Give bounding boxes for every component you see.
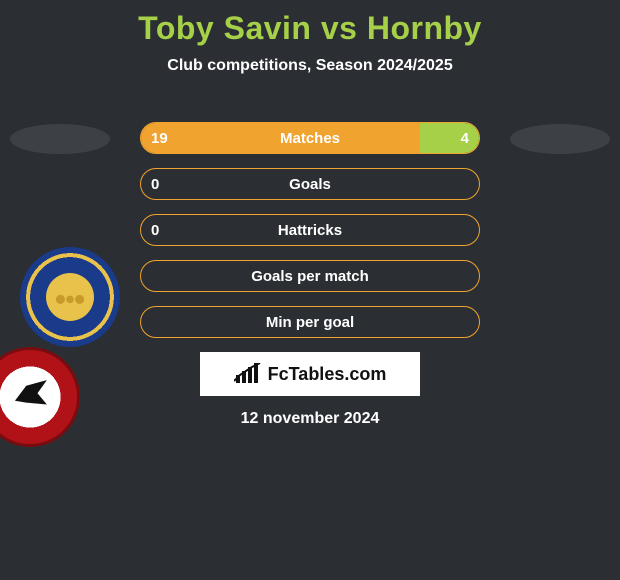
date-text: 12 november 2024 <box>0 410 620 428</box>
stat-label: Min per goal <box>141 307 479 337</box>
branding-box: FcTables.com <box>200 352 420 396</box>
stat-row: 0Hattricks <box>140 214 480 246</box>
stat-row: 0Goals <box>140 168 480 200</box>
bar-chart-icon <box>234 363 262 385</box>
comparison-card: Toby Savin vs Hornby Club competitions, … <box>0 0 620 580</box>
stat-row: Goals per match <box>140 260 480 292</box>
subtitle: Club competitions, Season 2024/2025 <box>0 57 620 75</box>
player-photo-placeholder-right <box>510 124 610 154</box>
stat-label: Hattricks <box>141 215 479 245</box>
club-crest-left <box>20 247 120 347</box>
club-crest-right <box>0 347 80 447</box>
page-title: Toby Savin vs Hornby <box>0 0 620 47</box>
stat-label: Matches <box>141 123 479 153</box>
branding-text: FcTables.com <box>268 364 387 385</box>
stat-row: 194Matches <box>140 122 480 154</box>
stat-label: Goals per match <box>141 261 479 291</box>
stat-rows: 194Matches 0Goals 0Hattricks Goals per matc… <box>140 122 480 352</box>
stat-label: Goals <box>141 169 479 199</box>
stat-row: Min per goal <box>140 306 480 338</box>
player-photo-placeholder-left <box>10 124 110 154</box>
